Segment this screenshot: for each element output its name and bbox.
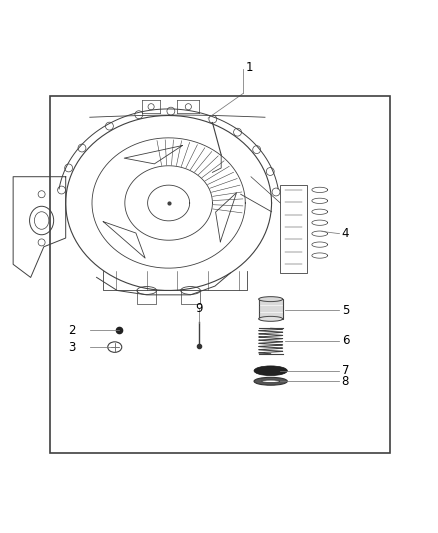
Ellipse shape bbox=[254, 366, 287, 376]
Text: 8: 8 bbox=[342, 375, 349, 387]
Text: 3: 3 bbox=[68, 341, 75, 353]
Ellipse shape bbox=[258, 297, 283, 302]
Ellipse shape bbox=[258, 317, 283, 321]
Bar bbox=[280, 185, 307, 273]
Text: 5: 5 bbox=[342, 304, 349, 317]
Ellipse shape bbox=[254, 377, 287, 385]
Text: 2: 2 bbox=[68, 324, 75, 336]
Bar bbox=[258, 299, 283, 319]
Text: 1: 1 bbox=[245, 61, 253, 74]
Text: 9: 9 bbox=[195, 302, 202, 314]
Text: 6: 6 bbox=[342, 335, 349, 348]
Text: 7: 7 bbox=[342, 364, 349, 377]
Text: 4: 4 bbox=[342, 227, 349, 240]
Bar bbox=[50, 96, 390, 453]
Ellipse shape bbox=[261, 380, 280, 383]
